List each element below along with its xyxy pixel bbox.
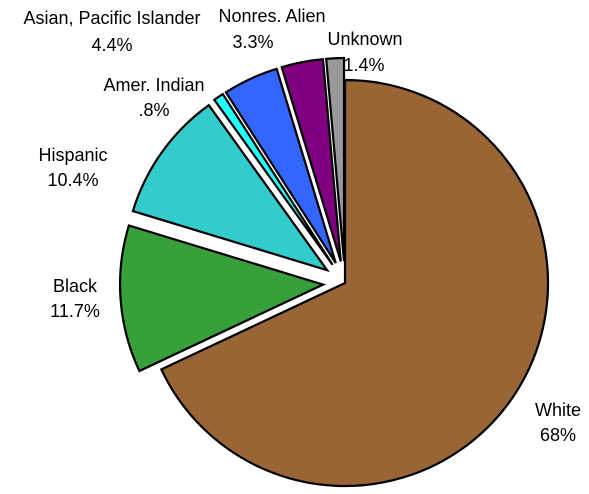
slice-black [118,224,327,373]
pie-labels: White 68% Black 11.7% Hispanic 10.4% Ame… [23,6,581,445]
slice-amer-indian [212,92,334,266]
slice-label-unknown: Unknown [327,29,402,49]
slice-value-asian-pacific-islander: 4.4% [91,35,132,55]
slice-label-nonres-alien: Nonres. Alien [218,6,325,26]
slice-label-black: Black [53,276,98,296]
slice-nonres-alien [280,57,342,262]
slice-unknown [325,56,346,262]
slice-value-nonres-alien: 3.3% [232,32,273,52]
pie-slices [118,56,550,488]
slice-value-white: 68% [540,425,576,445]
slice-hispanic [131,103,330,273]
slice-label-white: White [535,400,581,420]
slice-value-hispanic: 10.4% [47,170,98,190]
slice-label-amer-indian: Amer. Indian [103,75,204,95]
slice-white [159,78,550,488]
slice-value-amer-indian: .8% [138,100,169,120]
slice-label-hispanic: Hispanic [38,145,107,165]
slice-value-unknown: 1.4% [343,55,384,75]
slice-value-black: 11.7% [50,301,100,321]
slice-label-asian-pacific-islander: Asian, Pacific Islander [23,8,200,28]
slice-asian-pacific-islander [224,67,337,264]
